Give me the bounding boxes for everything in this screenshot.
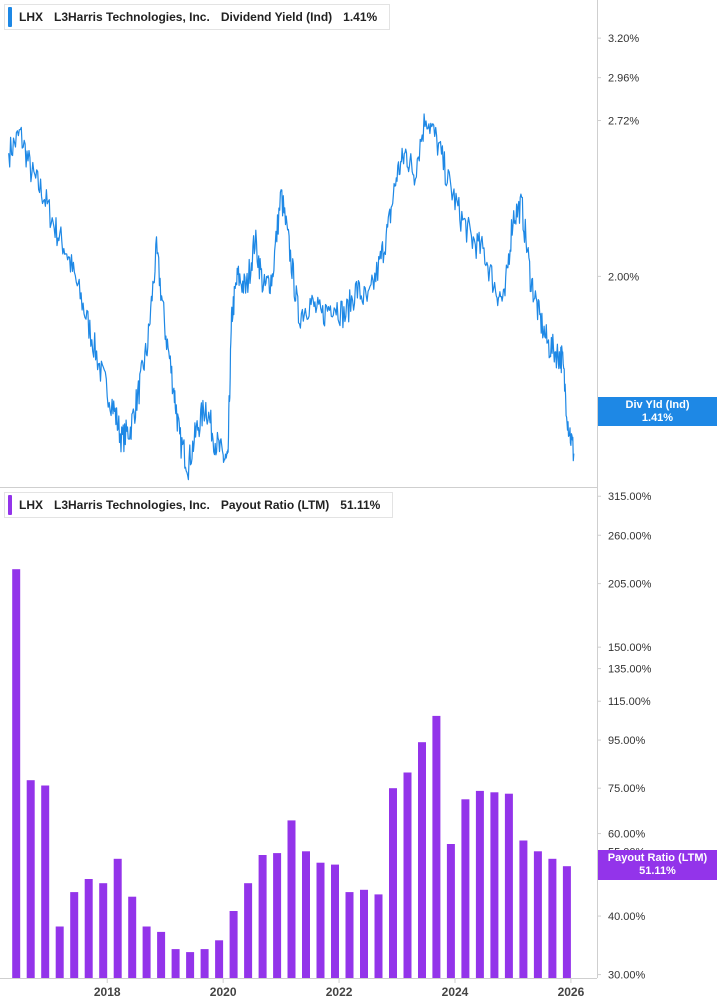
top-y-tick-label: 2.72% [608, 116, 639, 128]
payout-ratio-bar [84, 879, 93, 978]
x-tick-label: 2026 [558, 985, 585, 999]
payout-ratio-bar [461, 799, 470, 978]
bottom-y-tick-label: 115.00% [608, 696, 651, 708]
payout-ratio-bar [548, 858, 557, 978]
payout-ratio-bar [475, 790, 484, 978]
top-legend: LHX L3Harris Technologies, Inc. Dividend… [4, 4, 391, 30]
bottom-y-tick-label: 95.00% [608, 735, 646, 747]
bottom-y-tick-label: 60.00% [608, 829, 646, 841]
payout-value-tag: Payout Ratio (LTM) 51.11% [598, 850, 717, 880]
top-y-tick-label: 2.96% [608, 73, 639, 85]
payout-ratio-bar [374, 894, 383, 978]
payout-ratio-bar [490, 792, 499, 978]
bottom-y-tick-label: 205.00% [608, 579, 652, 591]
payout-ratio-bar [287, 820, 296, 978]
payout-ratio-bar [26, 780, 35, 978]
payout-ratio-bar [446, 844, 455, 978]
payout-ratio-bar [302, 851, 310, 978]
bottom-y-tick-label: 315.00% [608, 491, 652, 503]
bottom-y-tick-label: 150.00% [608, 642, 652, 654]
payout-ratio-bar [345, 892, 354, 978]
payout-ratio-bar [258, 855, 267, 978]
x-tick-label: 2024 [442, 985, 469, 999]
bottom-value: 51.11% [340, 498, 381, 512]
bottom-y-tick-label: 260.00% [608, 530, 652, 542]
bottom-y-tick-label: 40.00% [608, 911, 646, 923]
payout-ratio-bar [418, 742, 426, 978]
bottom-y-tick-label: 75.00% [608, 783, 646, 795]
payout-ratio-bar [229, 911, 238, 978]
payout-ratio-bar [360, 889, 368, 978]
x-tick-label: 2022 [326, 985, 353, 999]
payout-ratio-bar [273, 853, 282, 978]
dividend-yield-line [8, 113, 575, 481]
payout-ratio-bar [128, 896, 137, 978]
payout-ratio-bar [157, 931, 166, 978]
top-company: L3Harris Technologies, Inc. [54, 10, 210, 24]
div-yld-tag-label: Div Yld (Ind) [625, 398, 690, 411]
bottom-legend: LHX L3Harris Technologies, Inc. Payout R… [4, 492, 394, 518]
top-metric: Dividend Yield (Ind) [220, 10, 333, 24]
payout-ratio-bar [331, 864, 339, 978]
payout-ratio-bar [99, 883, 108, 978]
top-series-swatch [8, 7, 12, 27]
div-yld-value-tag: Div Yld (Ind) 1.41% [598, 397, 717, 426]
payout-ratio-bar [389, 788, 397, 978]
top-y-tick-label: 3.20% [608, 33, 639, 45]
payout-ratio-bar [215, 940, 224, 978]
bottom-series-swatch [8, 495, 12, 515]
payout-ratio-bar [186, 952, 195, 978]
payout-ratio-bar [316, 862, 325, 978]
payout-ratio-bar [403, 772, 412, 978]
bottom-metric: Payout Ratio (LTM) [220, 498, 330, 512]
payout-ratio-bar [504, 793, 513, 978]
payout-ratio-bar [41, 785, 50, 978]
payout-ratio-bar [432, 715, 441, 978]
payout-ratio-bar [200, 949, 209, 978]
x-tick-label: 2020 [210, 985, 237, 999]
bottom-ticker: LHX [19, 498, 43, 512]
payout-ratio-bar [55, 926, 64, 978]
top-y-tick-label: 2.00% [608, 271, 639, 283]
bottom-y-tick-label: 30.00% [608, 970, 646, 982]
payout-ratio-bar [244, 883, 253, 978]
payout-ratio-bar [113, 858, 122, 978]
top-ticker: LHX [19, 10, 43, 24]
payout-tag-label: Payout Ratio (LTM) [607, 852, 708, 864]
payout-ratio-bar [12, 569, 21, 978]
payout-ratio-bar [562, 866, 571, 978]
payout-tag-value: 51.11% [639, 865, 676, 877]
payout-ratio-bar [142, 926, 151, 978]
payout-ratio-bar [519, 840, 528, 978]
x-tick-label: 2018 [94, 985, 121, 999]
top-value: 1.41% [343, 10, 378, 24]
payout-ratio-bar [70, 892, 79, 978]
bottom-company: L3Harris Technologies, Inc. [54, 498, 210, 512]
payout-ratio-bar [533, 851, 542, 978]
bottom-y-tick-label: 135.00% [608, 664, 652, 676]
payout-ratio-bar [171, 949, 180, 978]
div-yld-tag-value: 1.41% [641, 411, 674, 424]
